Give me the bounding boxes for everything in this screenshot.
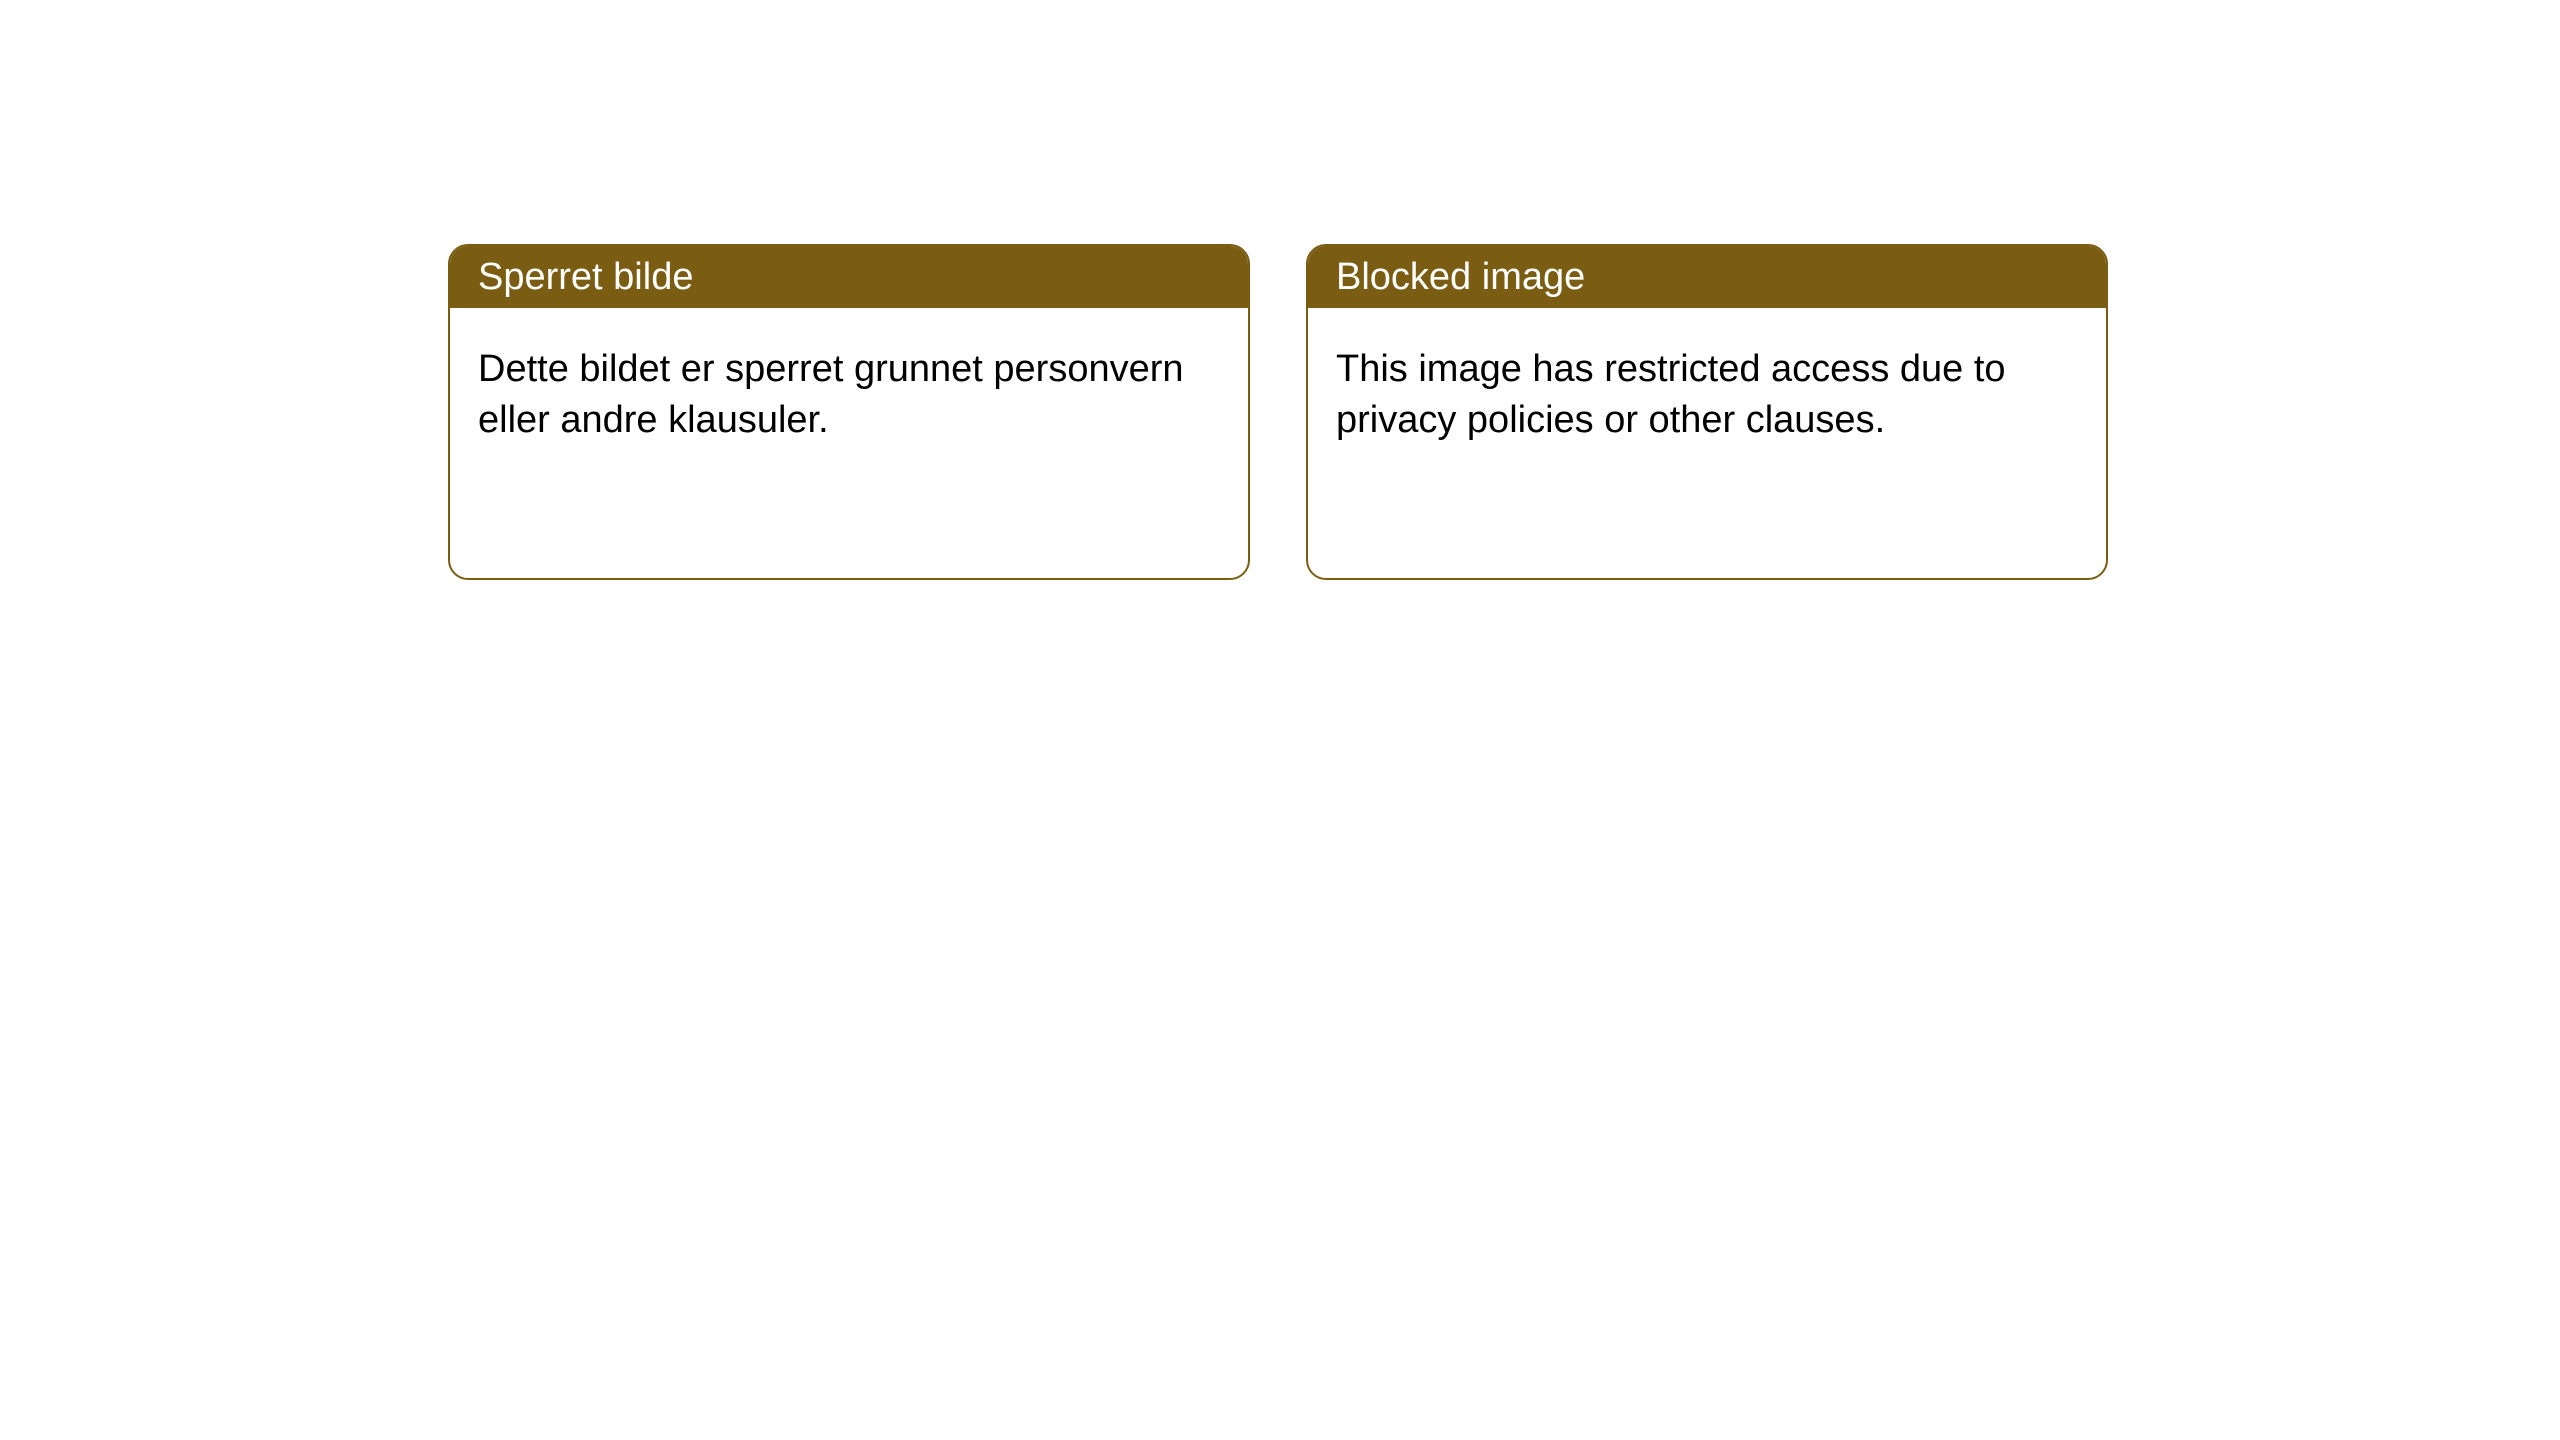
card-header: Blocked image — [1308, 246, 2106, 308]
card-body: Dette bildet er sperret grunnet personve… — [450, 308, 1248, 483]
card-title: Sperret bilde — [478, 256, 693, 299]
notice-card-english: Blocked image This image has restricted … — [1306, 244, 2108, 580]
card-message: Dette bildet er sperret grunnet personve… — [478, 348, 1184, 441]
card-message: This image has restricted access due to … — [1336, 348, 2006, 441]
card-header: Sperret bilde — [450, 246, 1248, 308]
card-body: This image has restricted access due to … — [1308, 308, 2106, 483]
notice-card-norwegian: Sperret bilde Dette bildet er sperret gr… — [448, 244, 1250, 580]
notice-container: Sperret bilde Dette bildet er sperret gr… — [0, 0, 2560, 580]
card-title: Blocked image — [1336, 256, 1585, 299]
